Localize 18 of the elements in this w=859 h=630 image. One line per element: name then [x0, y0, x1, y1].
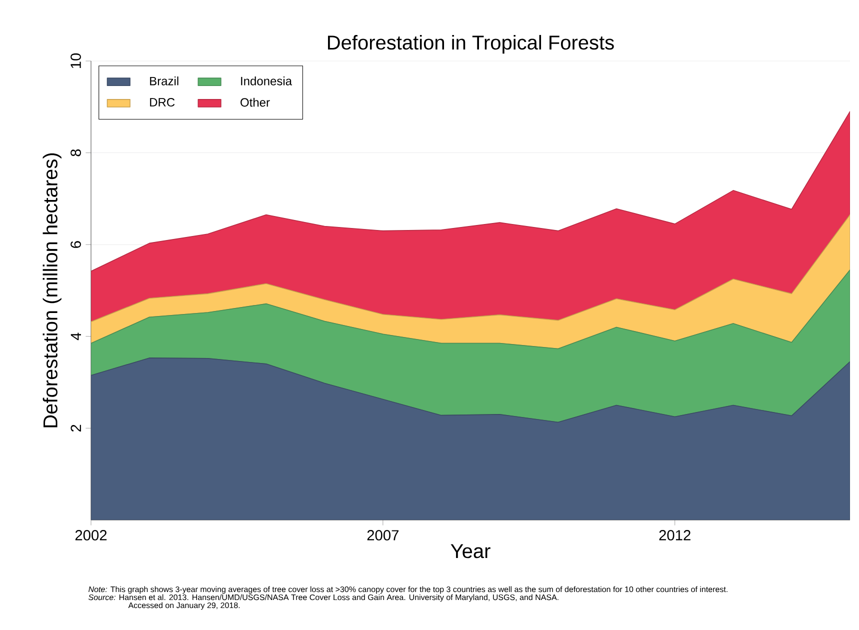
legend-label: Indonesia: [241, 76, 292, 86]
y-tick-label: 8: [70, 149, 81, 156]
y-tick-label: 10: [70, 53, 81, 68]
text: Source: Hansen et al. 2013. Hansen/UMD/USGS/NASA Tree Cover Loss and Gain Area. University of Maryland, USGS, and NASA.: [88, 594, 558, 602]
y-axis-title: Deforestation (million hectares): [42, 153, 62, 428]
x-tick-label: 2007: [367, 530, 399, 540]
y-tick-label: 6: [70, 241, 81, 248]
chart-title: Deforestation in Tropical Forests: [328, 34, 614, 54]
y-tick-label: 2: [70, 424, 81, 432]
text: Note: This graph shows 3-year moving averages of tree cover loss at >30% canopy cover for the top 3 countries as well as the sum of deforestation for 10 other countries of interest.: [88, 586, 728, 594]
legend-label: Brazil: [150, 76, 178, 86]
y-tick-label: 4: [70, 332, 81, 340]
x-axis-title: Year: [450, 544, 490, 558]
legend-label: Other: [240, 98, 270, 107]
legend-label: DRC: [150, 98, 175, 107]
x-tick-label: 2002: [75, 530, 107, 540]
text: Accessed on January 29, 2018.: [128, 602, 240, 610]
x-tick-label: 2012: [659, 530, 690, 540]
